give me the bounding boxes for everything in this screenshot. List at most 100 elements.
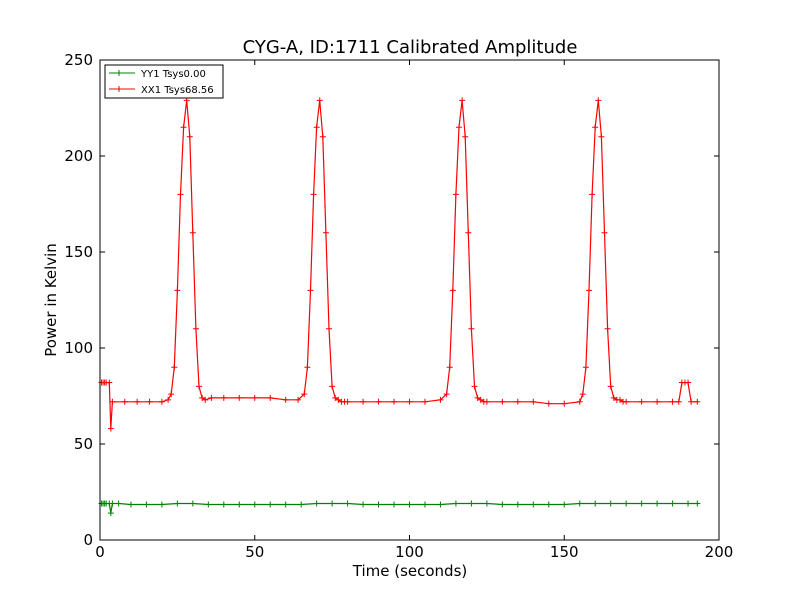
- data-point: [471, 383, 478, 390]
- data-point: [220, 501, 227, 508]
- data-point: [282, 396, 289, 403]
- data-point: [335, 396, 342, 403]
- x-axis-label: Time (seconds): [352, 562, 468, 580]
- data-point: [579, 391, 586, 398]
- data-point: [654, 500, 661, 507]
- data-point: [610, 394, 617, 401]
- data-point: [592, 124, 599, 131]
- data-point: [604, 325, 611, 332]
- data-point: [304, 364, 311, 371]
- legend-label-xx1: XX1 Tsys68.56: [141, 85, 214, 96]
- data-point: [158, 501, 165, 508]
- data-point: [669, 500, 676, 507]
- data-point: [545, 501, 552, 508]
- y-tick-label: 50: [74, 435, 93, 453]
- data-point: [106, 379, 113, 386]
- data-point: [107, 425, 114, 432]
- x-tick-label: 150: [550, 543, 579, 561]
- data-point: [158, 398, 165, 405]
- data-point: [462, 133, 469, 140]
- data-point: [196, 383, 203, 390]
- data-point: [474, 394, 481, 401]
- legend: YY1 Tsys0.00 XX1 Tsys68.56: [104, 64, 224, 99]
- data-point: [174, 500, 181, 507]
- data-point: [391, 398, 398, 405]
- data-point: [561, 501, 568, 508]
- x-tick-label: 0: [95, 543, 105, 561]
- plot-frame: [99, 59, 720, 541]
- x-tick-label: 100: [395, 543, 424, 561]
- data-point: [685, 500, 692, 507]
- data-point: [360, 398, 367, 405]
- data-point: [375, 398, 382, 405]
- y-tick-label: 0: [83, 531, 93, 549]
- data-point: [121, 398, 128, 405]
- data-point: [282, 501, 289, 508]
- y-tick-label: 250: [64, 51, 93, 69]
- data-point: [483, 398, 490, 405]
- data-point: [107, 510, 114, 517]
- data-point: [694, 398, 701, 405]
- data-point: [301, 391, 308, 398]
- data-point: [115, 500, 122, 507]
- y-axis-label: Power in Kelvin: [42, 243, 60, 357]
- data-point: [313, 500, 320, 507]
- data-point: [561, 400, 568, 407]
- data-point: [607, 383, 614, 390]
- data-point: [406, 398, 413, 405]
- series-layer: [98, 97, 701, 517]
- data-point: [483, 500, 490, 507]
- data-point: [685, 379, 692, 386]
- data-point: [251, 501, 258, 508]
- data-point: [545, 400, 552, 407]
- data-point: [127, 501, 134, 508]
- data-point: [675, 398, 682, 405]
- data-point: [251, 394, 258, 401]
- data-point: [586, 287, 593, 294]
- y-tick-label: 100: [64, 339, 93, 357]
- legend-marker-xx1: [116, 86, 122, 92]
- series-line: [101, 100, 698, 429]
- data-point: [654, 398, 661, 405]
- data-point: [186, 133, 193, 140]
- data-point: [313, 124, 320, 131]
- y-tick-label: 150: [64, 243, 93, 261]
- data-point: [143, 501, 150, 508]
- data-point: [307, 287, 314, 294]
- data-point: [326, 325, 333, 332]
- data-point: [468, 325, 475, 332]
- data-point: [595, 97, 602, 104]
- data-point: [589, 191, 596, 198]
- legend-box: [104, 64, 224, 99]
- data-point: [456, 124, 463, 131]
- x-axis: 0 50 100 150 200: [95, 60, 733, 561]
- data-point: [638, 398, 645, 405]
- legend-label-yy1: YY1 Tsys0.00: [140, 69, 206, 80]
- data-point: [576, 500, 583, 507]
- data-point: [192, 325, 199, 332]
- data-point: [465, 229, 472, 236]
- data-point: [437, 396, 444, 403]
- data-point: [443, 391, 450, 398]
- data-point: [236, 394, 243, 401]
- data-point: [202, 396, 209, 403]
- data-point: [316, 97, 323, 104]
- data-point: [180, 124, 187, 131]
- data-point: [530, 398, 537, 405]
- data-point: [638, 500, 645, 507]
- data-point: [576, 398, 583, 405]
- data-point: [177, 191, 184, 198]
- data-point: [514, 501, 521, 508]
- data-point: [295, 396, 302, 403]
- data-point: [499, 398, 506, 405]
- data-point: [165, 396, 172, 403]
- data-point: [592, 500, 599, 507]
- data-point: [322, 229, 329, 236]
- data-point: [437, 501, 444, 508]
- data-point: [109, 500, 116, 507]
- data-point: [616, 396, 623, 403]
- data-point: [623, 398, 630, 405]
- data-point: [477, 396, 484, 403]
- data-point: [319, 133, 326, 140]
